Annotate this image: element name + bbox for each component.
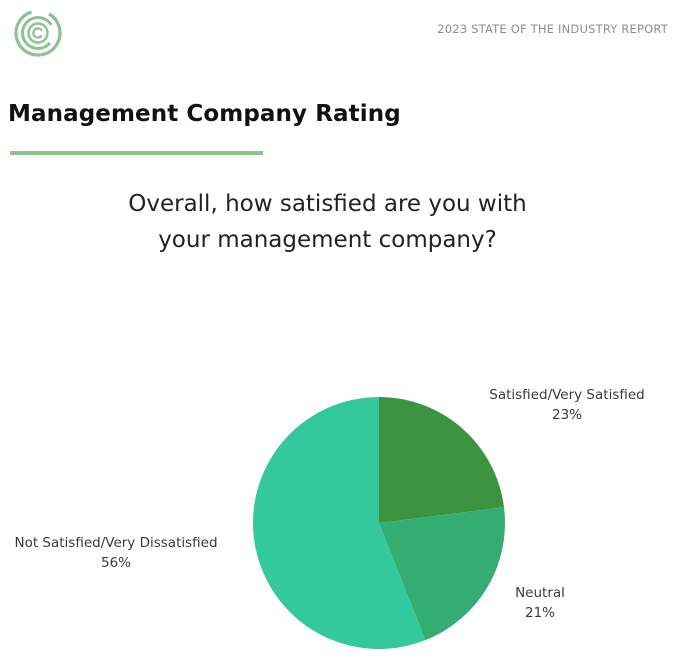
question-line-1: Overall, how satisfied are you with bbox=[128, 191, 527, 217]
section-title: Management Company Rating bbox=[8, 101, 401, 127]
slice-label-3: Not Satisfied/Very Dissatisfied bbox=[14, 535, 217, 551]
question-line-2: your management company? bbox=[158, 227, 497, 253]
slice-value-label-3: 56% bbox=[101, 555, 131, 571]
slice-value-label-2: 21% bbox=[525, 605, 555, 621]
pie-slice-1 bbox=[379, 397, 505, 523]
survey-question: Overall, how satisfied are you with your… bbox=[0, 186, 655, 258]
slice-value-label-1: 23% bbox=[552, 407, 582, 423]
title-underline bbox=[10, 151, 263, 155]
pie-slice-3 bbox=[252, 396, 426, 649]
report-title: 2023 STATE OF THE INDUSTRY REPORT bbox=[437, 22, 668, 36]
slice-label-2: Neutral bbox=[515, 585, 565, 601]
slice-label-1: Satisfied/Very Satisfied bbox=[489, 387, 644, 403]
company-logo-icon bbox=[14, 9, 62, 57]
pie-slice-2 bbox=[379, 507, 506, 641]
